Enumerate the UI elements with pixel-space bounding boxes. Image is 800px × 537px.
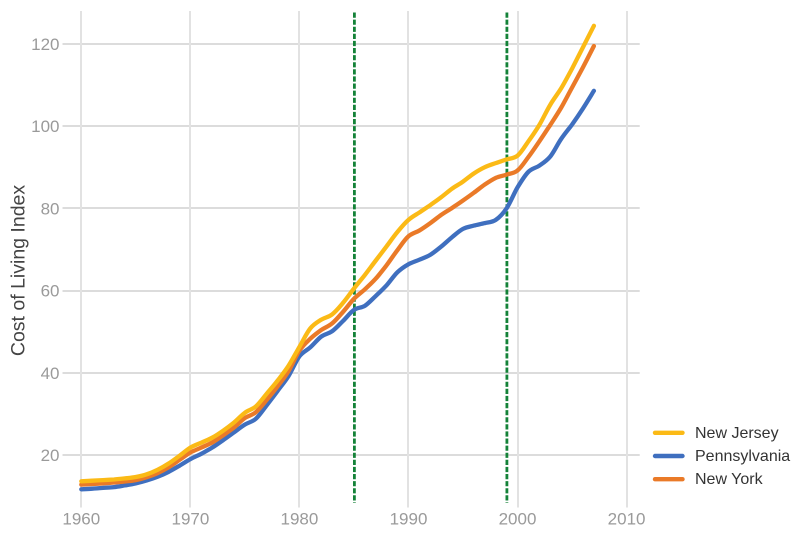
svg-text:80: 80 <box>41 199 60 218</box>
svg-text:1970: 1970 <box>171 510 209 529</box>
svg-text:60: 60 <box>41 282 60 301</box>
svg-text:20: 20 <box>41 446 60 465</box>
svg-text:Cost of Living Index: Cost of Living Index <box>8 185 30 357</box>
svg-text:2000: 2000 <box>499 510 537 529</box>
svg-text:1980: 1980 <box>280 510 318 529</box>
svg-text:2010: 2010 <box>608 510 646 529</box>
svg-text:New York: New York <box>695 471 764 488</box>
svg-text:1960: 1960 <box>62 510 100 529</box>
svg-text:40: 40 <box>41 364 60 383</box>
svg-text:100: 100 <box>31 117 59 136</box>
svg-text:1990: 1990 <box>390 510 428 529</box>
svg-text:120: 120 <box>31 35 59 54</box>
svg-text:Pennsylvania: Pennsylvania <box>695 448 790 465</box>
svg-text:New Jersey: New Jersey <box>695 425 779 442</box>
